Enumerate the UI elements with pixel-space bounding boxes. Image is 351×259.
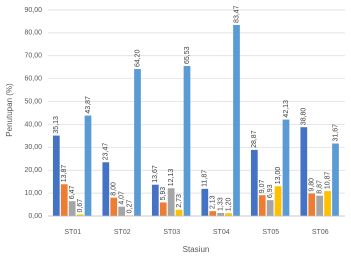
- y-tick-label: 90,00: [24, 7, 42, 14]
- x-tick-label: ST05: [262, 229, 279, 236]
- bar: [308, 193, 316, 216]
- data-label: 35,13: [53, 116, 60, 134]
- data-label: 13,67: [152, 165, 159, 183]
- bar: [159, 202, 167, 216]
- bar: [233, 24, 240, 217]
- y-tick-label: 0,00: [28, 213, 42, 220]
- bar: [209, 211, 217, 216]
- data-label: 2,73: [176, 194, 183, 208]
- data-label: 23,47: [103, 143, 110, 161]
- y-tick-label: 80,00: [24, 30, 42, 37]
- x-tick-label: ST02: [114, 229, 131, 236]
- bar: [300, 127, 308, 216]
- y-tick-label: 30,00: [24, 144, 42, 151]
- data-label: 13,00: [275, 167, 282, 185]
- y-tick-label: 40,00: [24, 121, 42, 128]
- data-label: 0,67: [77, 199, 84, 213]
- data-label: 5,93: [160, 187, 167, 201]
- data-label: 42,13: [283, 100, 290, 118]
- y-tick-label: 10,00: [24, 190, 42, 197]
- bar: [201, 188, 209, 216]
- x-tick-label: ST04: [213, 229, 230, 236]
- data-label: 43,87: [85, 96, 92, 114]
- y-tick-label: 50,00: [24, 98, 42, 105]
- y-tick-label: 60,00: [24, 76, 42, 83]
- bar: [134, 69, 141, 216]
- x-tick-label: ST01: [64, 229, 81, 236]
- data-label: 28,87: [251, 130, 258, 148]
- data-label: 6,47: [69, 185, 76, 199]
- bar: [250, 149, 258, 216]
- bar: [68, 201, 76, 216]
- data-label: 10,87: [324, 171, 331, 189]
- x-tick-label: ST06: [312, 229, 329, 236]
- data-label: 1,33: [217, 197, 224, 211]
- bar: [316, 195, 324, 216]
- bar: [110, 197, 118, 216]
- bar: [60, 184, 68, 216]
- data-label: 6,93: [267, 184, 274, 198]
- data-label: 64,20: [134, 49, 141, 67]
- data-label: 8,00: [111, 182, 118, 196]
- data-label: 1,20: [225, 198, 232, 212]
- data-label: 0,27: [126, 200, 133, 214]
- bar: [282, 119, 290, 216]
- data-label: 9,80: [309, 178, 316, 192]
- bar: [84, 115, 92, 216]
- bar: [225, 213, 232, 216]
- y-axis-label: Penutupan (%): [5, 83, 14, 137]
- bar: [332, 143, 339, 216]
- bar: [52, 135, 60, 216]
- bar: [258, 195, 266, 216]
- bar: [151, 184, 159, 216]
- data-label: 9,07: [259, 180, 266, 194]
- bar: [183, 66, 191, 216]
- bar: [266, 200, 274, 216]
- y-tick-label: 70,00: [24, 53, 42, 60]
- bar: [217, 212, 225, 216]
- data-label: 2,13: [210, 195, 217, 209]
- data-label: 31,67: [332, 124, 339, 142]
- data-label: 11,87: [202, 170, 209, 187]
- data-label: 65,53: [184, 46, 191, 64]
- x-axis-label: Stasiun: [183, 245, 210, 254]
- data-label: 8,87: [316, 180, 323, 194]
- data-label: 13,87: [61, 165, 68, 183]
- x-tick-label: ST03: [163, 229, 180, 236]
- data-label: 38,80: [301, 108, 308, 126]
- data-label: 12,13: [168, 169, 175, 187]
- bar: [274, 186, 282, 216]
- bar: [118, 206, 126, 216]
- bar: [167, 188, 175, 216]
- bar: [324, 191, 331, 216]
- y-tick-label: 20,00: [24, 167, 42, 174]
- bar: [175, 209, 183, 216]
- data-label: 83,47: [233, 5, 240, 23]
- data-label: 4,07: [118, 191, 125, 205]
- bar: [102, 162, 110, 216]
- bar: [76, 214, 84, 216]
